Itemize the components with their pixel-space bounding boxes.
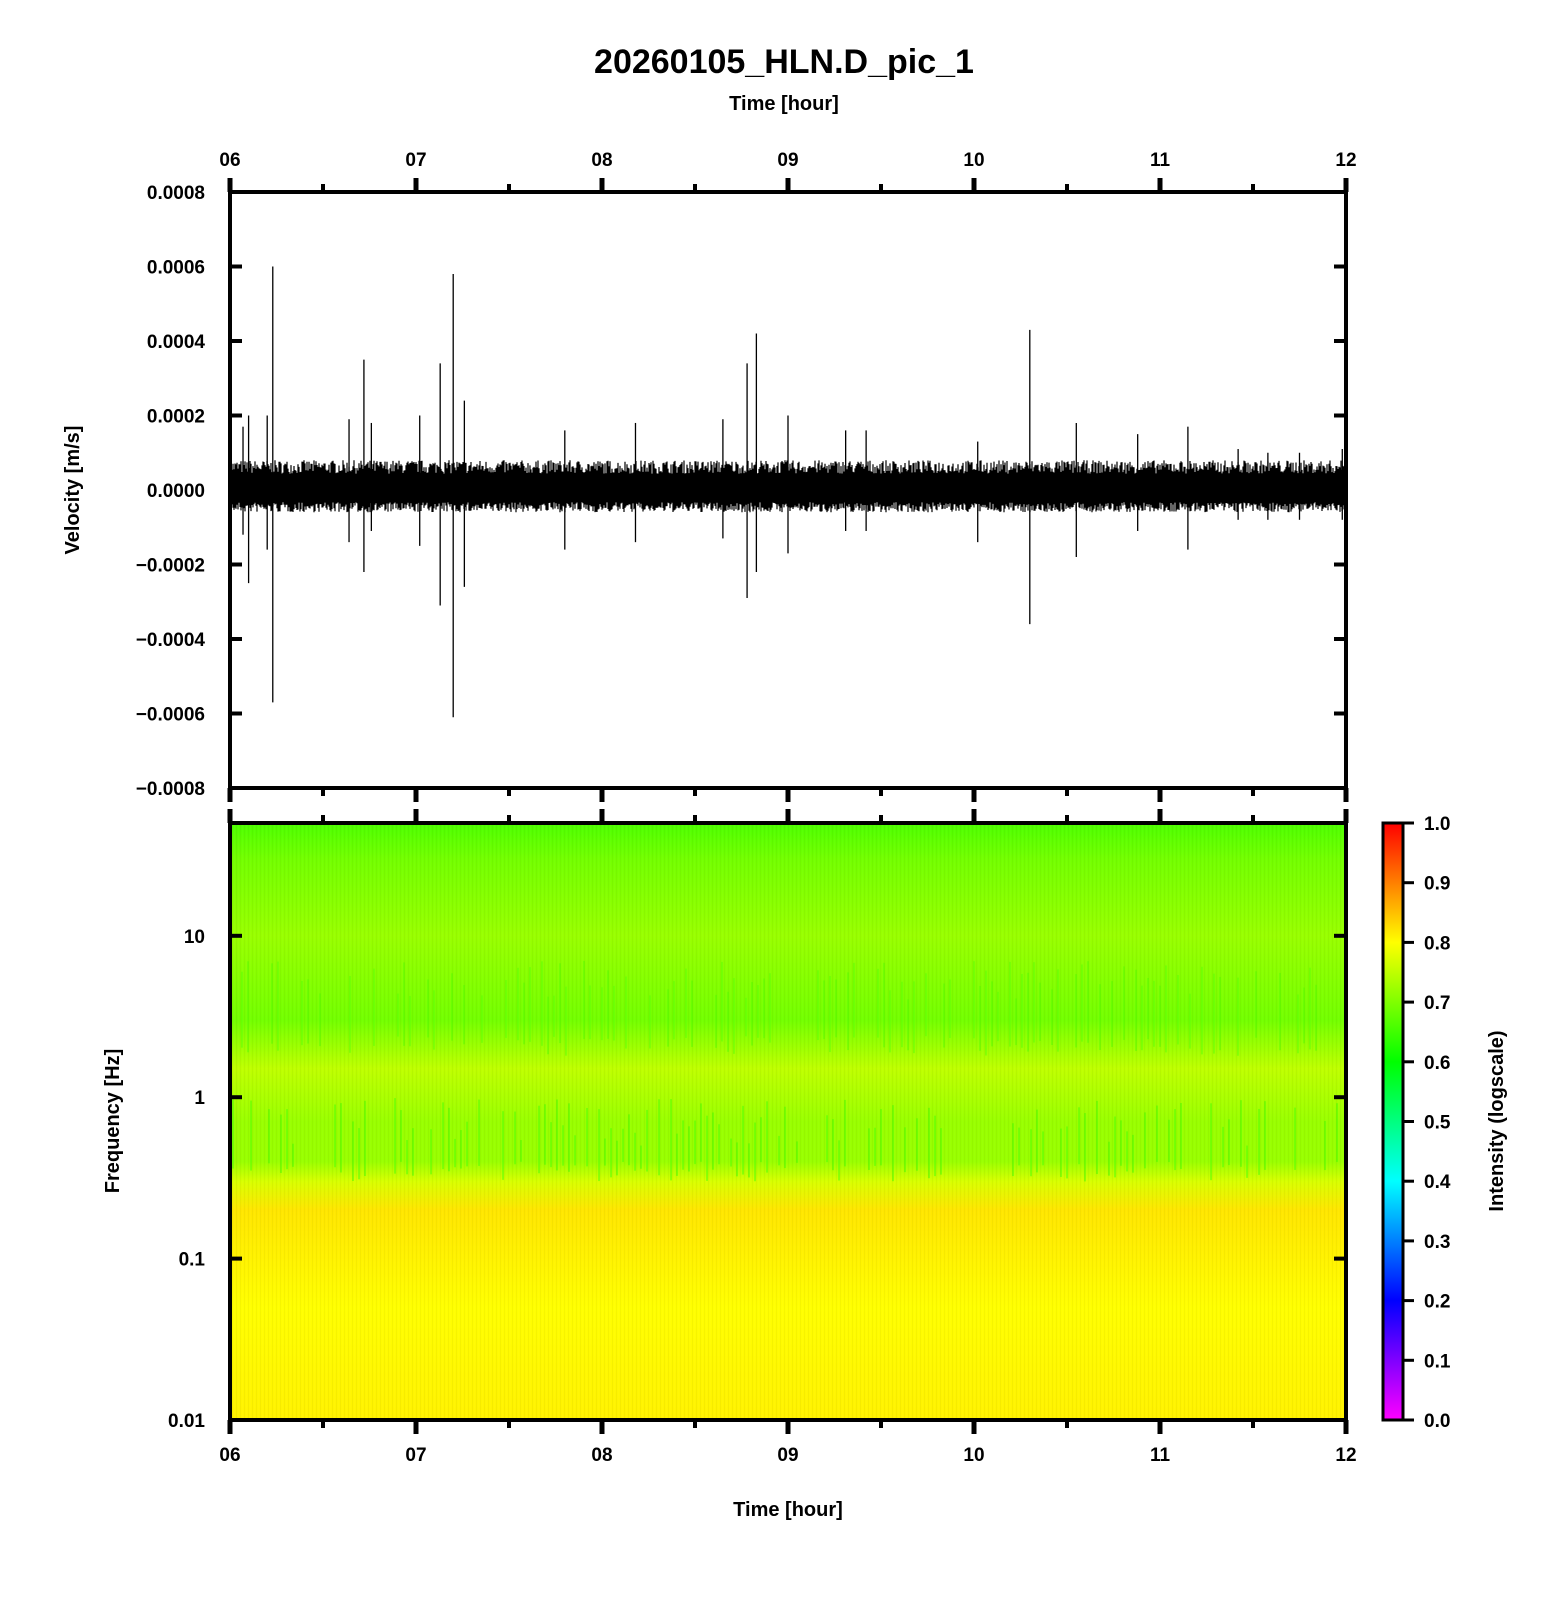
x-tick-label: 07 [405,150,426,171]
waveform-y-axis-label: Velocity [m/s] [62,426,84,555]
chart-title: 20260105_HLN.D_pic_1 [594,43,974,81]
top-x-axis-label: Time [hour] [729,93,839,115]
x-tick-label: 09 [777,1445,798,1466]
x-tick-label: 09 [777,150,798,171]
x-tick-label: 08 [591,150,612,171]
colorbar-tick-label: 0.0 [1424,1411,1450,1432]
x-tick-label: 12 [1335,1445,1356,1466]
colorbar-scale [1381,821,1405,1422]
colorbar-tick-label: 0.7 [1424,993,1450,1014]
colorbar-tick-label: 0.9 [1424,874,1450,895]
x-tick-label: 06 [219,150,240,171]
colorbar-tick-label: 0.3 [1424,1232,1450,1253]
colorbar-tick-label: 0.1 [1424,1351,1451,1372]
colorbar-tick-label: 0.2 [1424,1292,1450,1313]
x-tick-label: 12 [1335,150,1356,171]
y-tick-label: 0.1 [179,1250,206,1271]
x-tick-label: 06 [219,1445,240,1466]
x-tick-label: 08 [591,1445,612,1466]
colorbar: 0.0 0.1 0.2 0.3 0.4 0.5 0.6 0.7 0.8 0.9 1.0 Intens… [1381,814,1508,1432]
waveform-panel: −0.0008 −0.0006 −0.0004 −0.0002 0.0000 0.0002… [62,150,1357,802]
colorbar-tick-label: 0.4 [1424,1172,1451,1193]
y-tick-label: 0.0000 [147,481,205,502]
y-tick-label: −0.0004 [136,630,206,651]
colorbar-tick-label: 0.5 [1424,1113,1451,1134]
y-tick-label: 0.0006 [147,258,205,279]
x-tick-label: 10 [963,150,984,171]
y-tick-label: 0.0008 [147,183,205,204]
waveform-trace [230,266,1346,718]
colorbar-tick-label: 0.8 [1424,933,1450,954]
y-tick-label: −0.0008 [136,779,205,800]
colorbar-tick-label: 1.0 [1424,814,1450,835]
x-tick-label: 07 [405,1445,426,1466]
waveform-y-ticks: −0.0008 −0.0006 −0.0004 −0.0002 0.0000 0.0002… [136,183,1346,800]
spectrogram-panel: 0.01 0.1 1 10 06 07 08 09 10 11 12 Frequency [Hz]… [102,809,1357,1521]
x-tick-label: 10 [963,1445,984,1466]
colorbar-label: Intensity (logscale) [1486,1030,1508,1211]
y-tick-label: 0.0002 [147,407,205,428]
x-tick-label: 11 [1150,1445,1171,1466]
y-tick-label: −0.0006 [136,705,205,726]
spectrogram-stripes [230,823,1346,1420]
bottom-x-axis-label: Time [hour] [733,1499,843,1521]
spectrogram-y-ticks: 0.01 0.1 1 10 [168,927,1346,1432]
y-tick-label: 0.01 [168,1411,205,1432]
x-tick-label: 11 [1150,150,1171,171]
y-tick-label: 10 [184,927,205,948]
waveform-x-ticks: 06 07 08 09 10 11 12 [219,150,1357,802]
colorbar-ticks: 0.0 0.1 0.2 0.3 0.4 0.5 0.6 0.7 0.8 0.9 1.0 [1403,814,1451,1432]
spectrogram-x-ticks: 06 07 08 09 10 11 12 [219,809,1357,1466]
y-tick-label: 0.0004 [147,332,206,353]
y-tick-label: −0.0002 [136,556,205,577]
y-tick-label: 1 [194,1088,205,1109]
spectrogram-y-axis-label: Frequency [Hz] [102,1049,124,1193]
colorbar-tick-label: 0.6 [1424,1053,1450,1074]
